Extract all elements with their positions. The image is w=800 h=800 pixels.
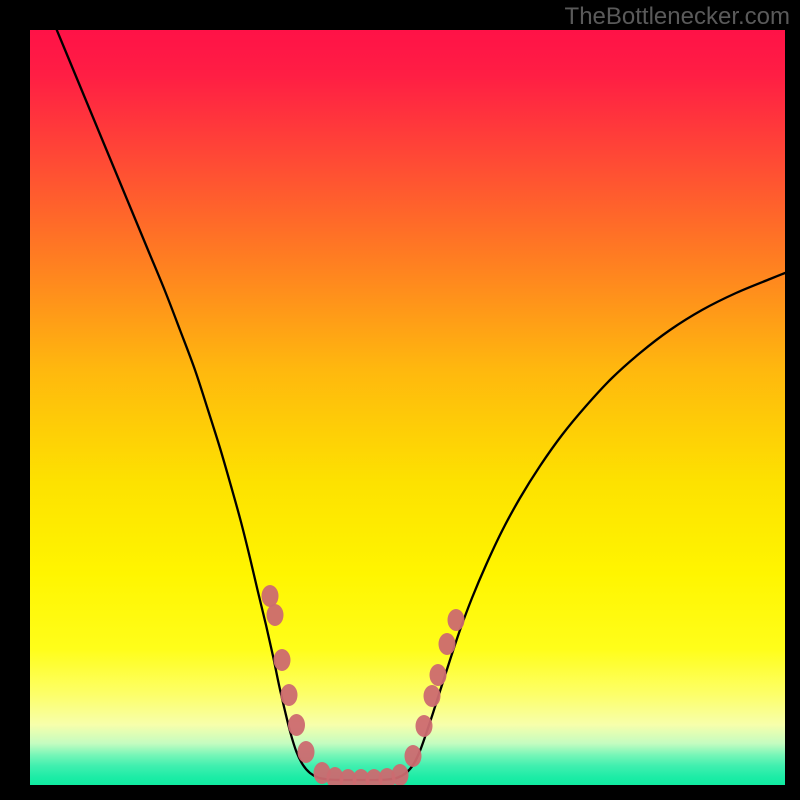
data-marker	[439, 633, 456, 655]
data-marker	[424, 685, 441, 707]
gradient-background	[30, 30, 785, 785]
data-marker	[288, 714, 305, 736]
plot-area	[30, 30, 785, 785]
bottleneck-curve-chart	[30, 30, 785, 785]
data-marker	[448, 609, 465, 631]
data-marker	[262, 585, 279, 607]
data-marker	[267, 604, 284, 626]
watermark-text: TheBottlenecker.com	[565, 3, 790, 31]
data-marker	[405, 745, 422, 767]
data-marker	[392, 764, 409, 785]
data-marker	[416, 715, 433, 737]
data-marker	[281, 684, 298, 706]
chart-container: TheBottlenecker.com	[0, 0, 800, 800]
data-marker	[430, 664, 447, 686]
data-marker	[274, 649, 291, 671]
data-marker	[298, 741, 315, 763]
